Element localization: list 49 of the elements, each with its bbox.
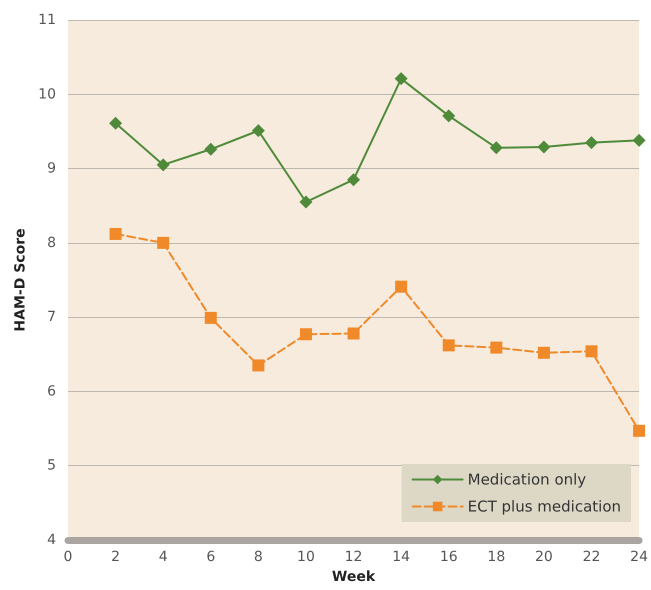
point xyxy=(347,173,360,186)
point xyxy=(300,328,312,340)
y-tick-label: 10 xyxy=(38,86,56,102)
point xyxy=(442,109,456,122)
y-tick-label: 8 xyxy=(47,234,56,251)
x-tick-label: 20 xyxy=(534,549,553,565)
x-axis-title: Week xyxy=(332,569,376,585)
point xyxy=(442,339,455,352)
x-tick-label: 10 xyxy=(297,549,315,565)
point xyxy=(204,312,217,324)
point xyxy=(157,236,170,249)
y-axis-title: HAM-D Score xyxy=(12,228,28,332)
point xyxy=(633,424,646,437)
point xyxy=(537,140,550,154)
point xyxy=(348,327,360,340)
y-tick-label: 4 xyxy=(47,532,56,548)
y-tick-label: 9 xyxy=(47,160,56,177)
point xyxy=(585,136,598,150)
y-tick-label: 7 xyxy=(47,309,56,326)
x-tick-label: 18 xyxy=(487,549,506,565)
point xyxy=(299,196,312,208)
point xyxy=(395,280,408,293)
x-tick-label: 14 xyxy=(392,549,410,565)
point xyxy=(490,141,503,154)
x-tick-label: 8 xyxy=(254,549,263,565)
legend-label: ECT plus medication xyxy=(468,498,622,516)
x-tick-label: 24 xyxy=(630,549,648,565)
x-tick-label: 22 xyxy=(582,549,600,565)
x-tick-label: 0 xyxy=(64,549,72,565)
y-tick-label: 11 xyxy=(38,12,56,28)
x-tick-label: 16 xyxy=(440,549,458,565)
point xyxy=(490,342,502,354)
point xyxy=(204,142,218,156)
x-tick-label: 6 xyxy=(206,549,216,565)
point xyxy=(252,359,264,372)
point xyxy=(252,124,265,138)
x-tick-label: 12 xyxy=(344,549,362,565)
point xyxy=(110,228,122,240)
legend-label: Medication only xyxy=(468,470,586,488)
point xyxy=(109,116,122,130)
x-tick-label: 2 xyxy=(111,549,120,565)
point xyxy=(538,346,550,359)
point xyxy=(586,345,598,358)
point xyxy=(632,134,646,147)
x-tick-label: 4 xyxy=(158,549,168,565)
point xyxy=(394,72,408,86)
y-tick-label: 6 xyxy=(47,383,56,400)
point xyxy=(156,158,170,172)
y-tick-label: 5 xyxy=(47,458,56,474)
